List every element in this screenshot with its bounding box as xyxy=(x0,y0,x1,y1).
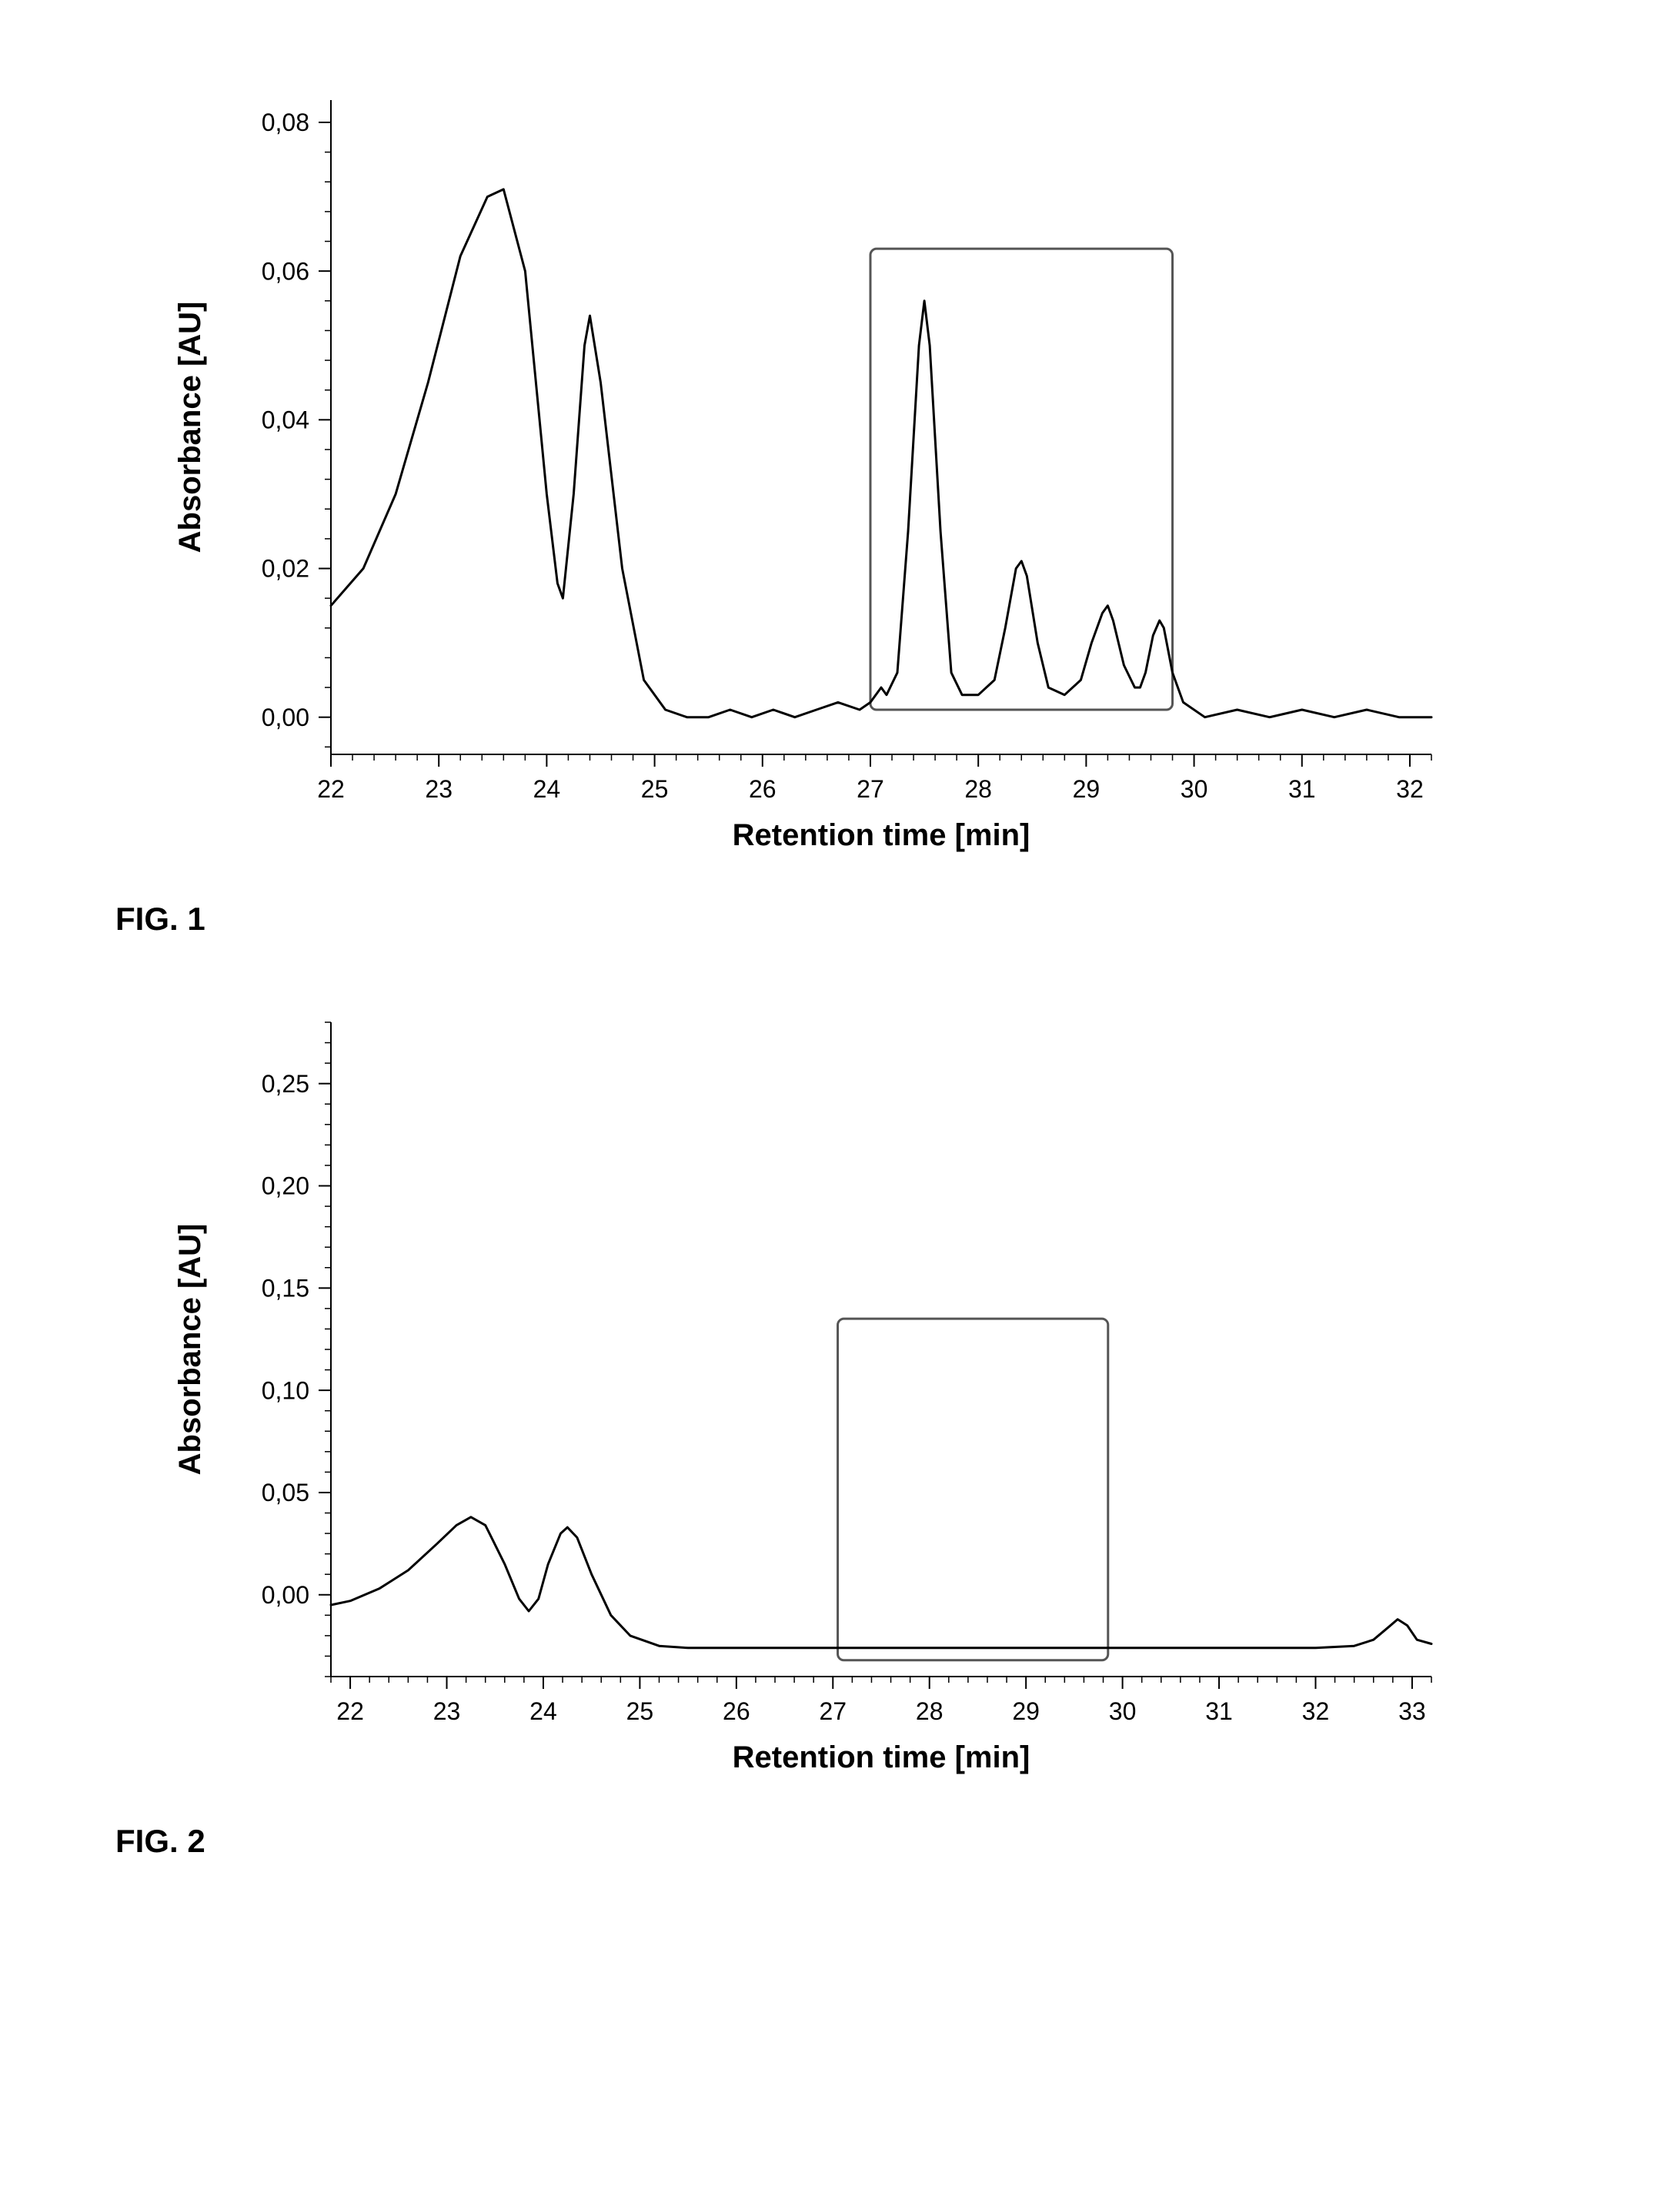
y-axis-label: Absorbance [AU] xyxy=(173,1224,207,1476)
svg-text:22: 22 xyxy=(336,1697,364,1725)
svg-text:26: 26 xyxy=(723,1697,750,1725)
svg-text:32: 32 xyxy=(1302,1697,1330,1725)
svg-text:26: 26 xyxy=(749,775,777,803)
svg-text:23: 23 xyxy=(433,1697,461,1725)
svg-text:0,02: 0,02 xyxy=(262,555,309,583)
x-axis-label: Retention time [min] xyxy=(733,1740,1030,1774)
svg-text:30: 30 xyxy=(1181,775,1208,803)
svg-text:0,10: 0,10 xyxy=(262,1376,309,1404)
figure-2-label: FIG. 2 xyxy=(115,1823,1565,1860)
svg-text:25: 25 xyxy=(626,1697,654,1725)
svg-text:27: 27 xyxy=(819,1697,847,1725)
svg-text:0,15: 0,15 xyxy=(262,1275,309,1302)
svg-text:0,25: 0,25 xyxy=(262,1070,309,1098)
svg-text:22: 22 xyxy=(317,775,345,803)
svg-text:24: 24 xyxy=(533,775,561,803)
svg-text:0,00: 0,00 xyxy=(262,1581,309,1609)
svg-text:0,06: 0,06 xyxy=(262,257,309,285)
figure-1-block: 0,00 0,02 0,04 0,06 0,08 22 23 24 25 26 27 28 29 30 31… xyxy=(115,77,1565,938)
x-axis-label: Retention time [min] xyxy=(733,818,1030,852)
svg-text:0,08: 0,08 xyxy=(262,109,309,136)
y-axis-label: Absorbance [AU] xyxy=(173,302,207,553)
svg-text:27: 27 xyxy=(857,775,884,803)
svg-text:33: 33 xyxy=(1398,1697,1426,1725)
figure-1-label: FIG. 1 xyxy=(115,901,1565,938)
svg-text:32: 32 xyxy=(1396,775,1424,803)
svg-text:0,05: 0,05 xyxy=(262,1479,309,1506)
svg-text:0,04: 0,04 xyxy=(262,406,309,434)
svg-text:29: 29 xyxy=(1012,1697,1040,1725)
figure-2-block: 0,00 0,05 0,10 0,15 0,20 0,25 22 23 24 25 26 27 28 29… xyxy=(115,999,1565,1860)
svg-text:31: 31 xyxy=(1205,1697,1233,1725)
svg-text:31: 31 xyxy=(1288,775,1316,803)
svg-text:24: 24 xyxy=(529,1697,557,1725)
svg-text:23: 23 xyxy=(425,775,453,803)
svg-text:30: 30 xyxy=(1109,1697,1137,1725)
svg-text:28: 28 xyxy=(964,775,992,803)
svg-text:0,20: 0,20 xyxy=(262,1172,309,1200)
svg-text:28: 28 xyxy=(916,1697,944,1725)
svg-text:29: 29 xyxy=(1073,775,1101,803)
chromatogram-chart-1: 0,00 0,02 0,04 0,06 0,08 22 23 24 25 26 27 28 29 30 31… xyxy=(115,77,1462,885)
svg-text:25: 25 xyxy=(641,775,669,803)
chromatogram-chart-2: 0,00 0,05 0,10 0,15 0,20 0,25 22 23 24 25 26 27 28 29… xyxy=(115,999,1462,1807)
page: 0,00 0,02 0,04 0,06 0,08 22 23 24 25 26 27 28 29 30 31… xyxy=(0,0,1680,2190)
svg-text:0,00: 0,00 xyxy=(262,704,309,731)
